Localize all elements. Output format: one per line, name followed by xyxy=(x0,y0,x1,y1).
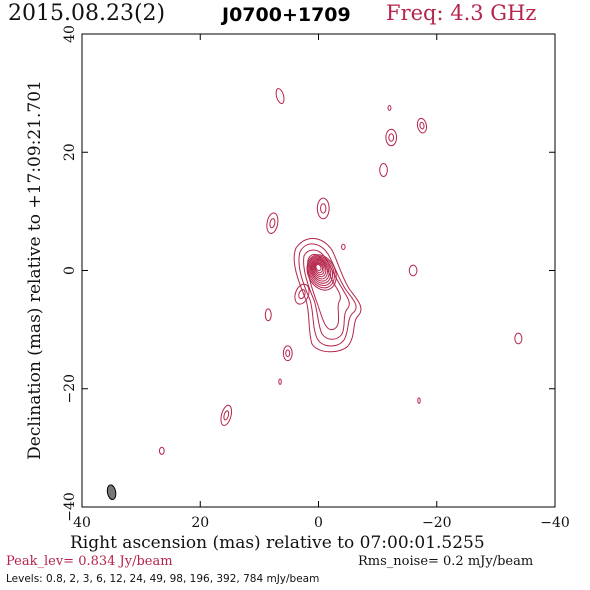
core-contour xyxy=(313,262,325,276)
feature-contour xyxy=(514,332,523,345)
contour-layer xyxy=(106,88,523,501)
feature-contour xyxy=(388,133,395,142)
feature-contour xyxy=(387,105,392,111)
core-contour xyxy=(310,258,330,282)
core-contour xyxy=(309,257,332,284)
x-tick-label: −40 xyxy=(540,515,570,531)
feature-contour xyxy=(416,117,428,134)
x-tick-label: −20 xyxy=(422,515,452,531)
jet-contour xyxy=(293,238,362,353)
x-tick-label: 20 xyxy=(191,515,209,531)
feature-contour xyxy=(264,308,272,322)
x-axis-label: Right ascension (mas) relative to 07:00:… xyxy=(70,533,485,553)
feature-contour xyxy=(379,162,388,177)
y-axis-label: Declination (mas) relative to +17:09:21.… xyxy=(25,80,45,460)
jet-contour xyxy=(307,253,341,331)
feature-contour xyxy=(298,289,306,300)
contour-levels: Levels: 0.8, 2, 3, 6, 12, 24, 49, 98, 19… xyxy=(6,573,320,585)
y-tick-label: −40 xyxy=(62,492,78,522)
feature-contour xyxy=(220,404,233,426)
y-tick-label: 40 xyxy=(62,25,78,43)
axis-ticks: 40 20 0 −20 −40 −40 −20 0 20 40 xyxy=(62,25,570,531)
feature-contour xyxy=(408,264,418,277)
feature-contour xyxy=(282,345,293,362)
feature-contour xyxy=(385,128,398,147)
core-contour xyxy=(307,255,335,289)
jet-contour xyxy=(303,249,350,340)
feature-contour xyxy=(269,218,276,229)
observation-date: 2015.08.23(2) xyxy=(8,1,166,26)
core-contour xyxy=(312,261,327,278)
rms-noise: Rms_noise= 0.2 mJy/beam xyxy=(358,554,534,569)
frequency-label: Freq: 4.3 GHz xyxy=(386,1,537,25)
feature-contour xyxy=(294,283,310,305)
y-tick-label: 20 xyxy=(62,143,78,161)
feature-contour xyxy=(320,203,327,214)
feature-contour xyxy=(419,121,425,130)
feature-contour xyxy=(341,243,346,251)
y-tick-label: −20 xyxy=(62,374,78,404)
feature-contour xyxy=(158,446,165,455)
feature-contour xyxy=(223,410,230,421)
beam-ellipse xyxy=(106,484,117,501)
feature-contour xyxy=(266,212,279,234)
x-tick-label: 0 xyxy=(314,515,323,531)
feature-contour xyxy=(285,349,291,358)
x-tick-label: 40 xyxy=(73,515,91,531)
feature-contour xyxy=(275,88,285,105)
feature-contour xyxy=(417,397,421,404)
feature-contour xyxy=(278,378,282,385)
core-contour xyxy=(315,263,322,272)
source-name: J0700+1709 xyxy=(222,4,351,26)
y-tick-label: 0 xyxy=(62,266,78,275)
core-contour xyxy=(314,262,324,274)
jet-contour xyxy=(298,243,357,347)
feature-contour xyxy=(316,197,330,220)
peak-level: Peak_lev= 0.834 Jy/beam xyxy=(6,554,173,569)
